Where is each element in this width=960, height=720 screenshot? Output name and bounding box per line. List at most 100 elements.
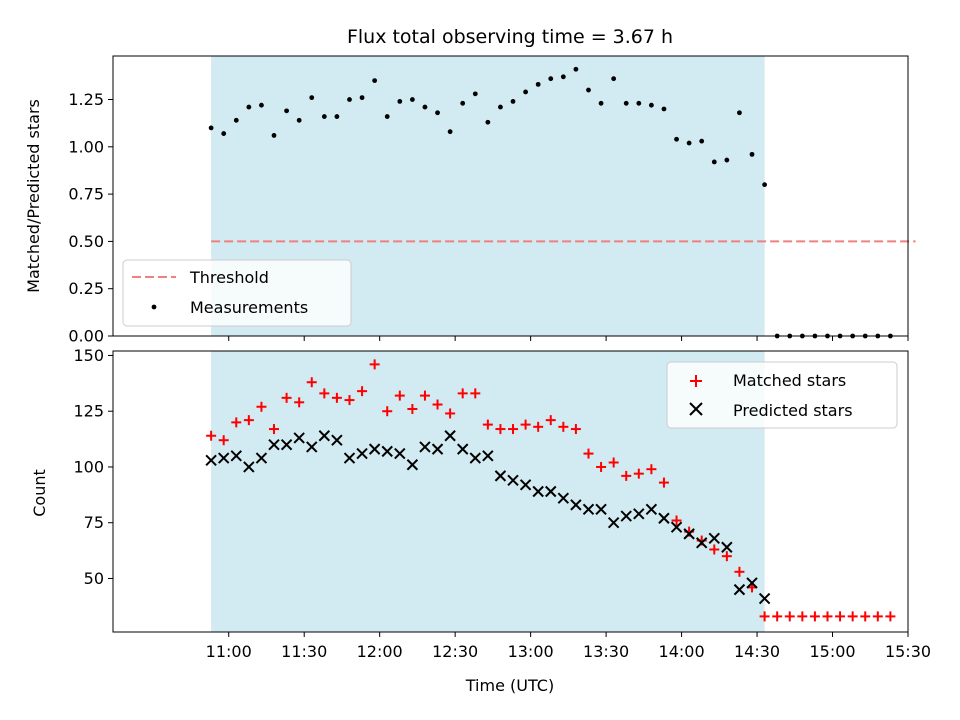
predicted-star-point [607,517,620,529]
matched-star-point [545,415,556,426]
predicted-star-point [570,499,582,511]
matched-star-point [269,424,280,435]
bottom-axes-frame [112,350,909,633]
top-y-tick-label: 0.50 [68,232,104,251]
predicted-star-point [368,443,381,455]
measurement-point [435,110,440,116]
threshold-legend-label: Threshold [189,268,269,287]
measurement-point [648,102,654,108]
predicted-star-point [456,443,469,455]
measurement-point [611,76,617,82]
matched-star-point [658,477,669,488]
measurement-point [762,182,767,188]
measurement-point [359,95,365,101]
predicted-star-point [406,459,419,471]
predicted-stars-legend-swatch [689,402,703,416]
bottom-y-tick-label: 75 [84,513,104,532]
matched-star-point [608,457,619,468]
measurement-point [586,87,591,93]
matched-star-point [671,515,682,526]
matched-star-point [457,388,468,399]
predicted-star-point [595,503,607,516]
measurement-point [397,99,403,104]
measurement-point [737,110,742,116]
matched-star-point [721,551,732,562]
measurement-point [498,104,503,110]
bottom-y-tick-label: 150 [73,346,104,365]
top-y-tick-label: 0.00 [68,327,104,346]
predicted-star-point [482,450,494,462]
measurements-points [208,66,893,339]
matched-star-point [281,392,292,403]
matched-star-point [847,611,858,622]
predicted-star-point [708,532,720,545]
predicted-star-point [494,470,507,482]
matched-star-point [734,566,745,577]
predicted-star-point [293,432,305,444]
matched-star-point [256,401,267,412]
measurement-point [535,81,541,87]
x-tick-label: 13:30 [583,642,629,661]
measurement-point [208,125,214,131]
matched-star-point [432,399,443,410]
measurement-point [409,97,415,102]
predicted-star-point [381,445,393,458]
x-tick-label: 12:30 [432,642,478,661]
top-y-tick-label: 1.00 [68,137,104,156]
predicted-star-point [645,503,658,516]
measurement-point [347,97,352,102]
predicted-star-point [519,479,532,491]
predicted-star-point [243,461,255,473]
measurement-point [472,91,478,97]
matched-star-point [407,403,418,414]
predicted-stars-points [205,430,771,605]
matched-star-point [885,611,896,622]
matched-star-point [419,390,430,401]
matched-star-point [331,392,342,403]
matched-star-point [218,435,229,446]
predicted-star-point [268,438,280,451]
matched-star-point [822,611,833,622]
matched-star-point [872,611,883,622]
measurement-point [233,117,239,123]
matched-star-point [835,611,846,622]
measurement-point [321,114,327,119]
predicted-star-point [331,434,343,446]
matched-star-point [533,421,544,432]
measurement-point [674,136,679,142]
predicted-star-point [557,492,570,504]
predicted-star-point [633,508,645,520]
bottom-y-tick-label: 50 [84,569,104,588]
measurement-point [724,157,730,163]
top-legend: Threshold Measurements [122,259,352,327]
x-tick-label: 11:00 [206,642,252,661]
matched-star-point [231,417,242,428]
matched-star-point [206,430,217,441]
measurement-point [636,100,642,106]
matched-star-point [596,461,607,472]
predicted-star-point [356,447,368,460]
matched-star-point [570,424,581,435]
measurement-point [523,89,528,95]
bottom-y-axis-label: Count [30,469,49,517]
matched-star-point [482,419,493,430]
predicted-star-point [620,510,632,522]
measurement-point [221,131,227,136]
predicted-star-point [507,474,519,487]
predicted-star-point [733,583,746,596]
matched-star-point [344,395,355,406]
matched-star-point [495,424,506,435]
measurement-point [548,76,554,82]
predicted-star-point [721,541,733,553]
predicted-star-point [431,443,444,455]
measurement-point [661,106,667,112]
measurement-point [447,129,453,135]
measurement-point [699,138,705,144]
predicted-star-point [670,521,683,533]
predicted-stars-legend-label: Predicted stars [733,401,853,420]
predicted-star-point [419,441,431,453]
bottom-y-tick-label: 100 [73,457,104,476]
matched-star-point [306,377,317,388]
matched-star-point [294,397,305,408]
